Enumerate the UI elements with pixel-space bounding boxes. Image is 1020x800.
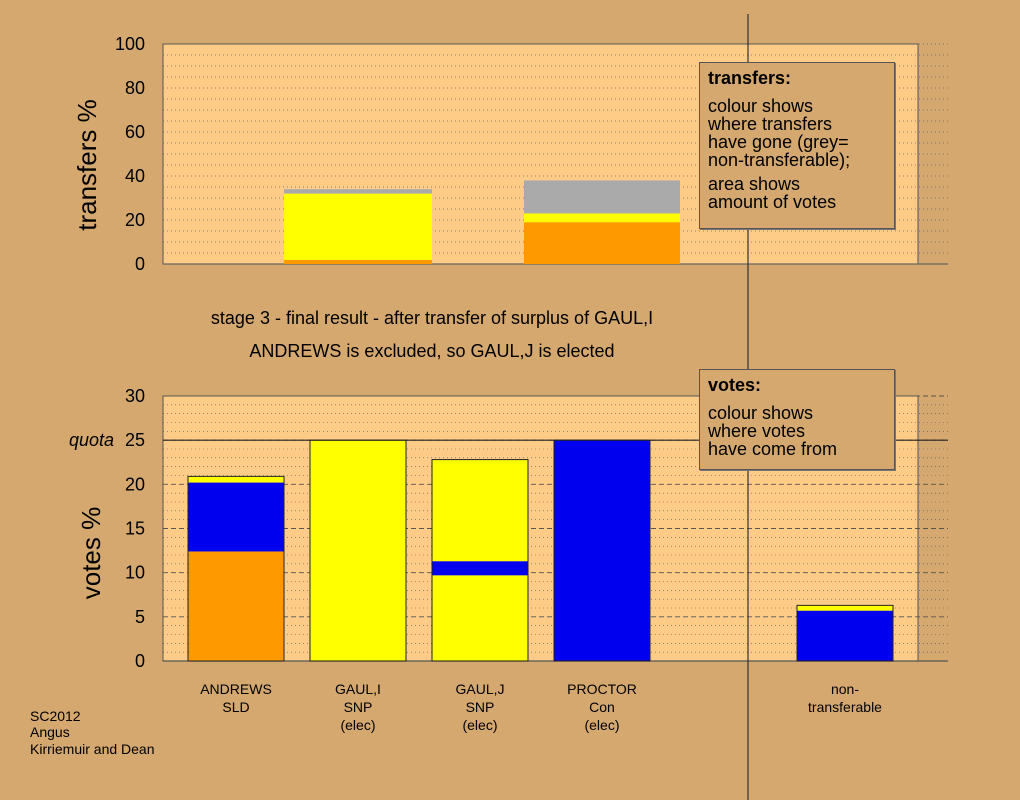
votes-category-label: (elec) [584,717,619,733]
votes-category-label: non- [831,681,859,697]
stage-message-line1: stage 3 - final result - after transfer … [211,308,653,328]
votes-category-label: (elec) [462,717,497,733]
votes-category-label: ANDREWS [200,681,272,697]
votes-bar-segment [188,476,284,483]
stage-message-line2: ANDREWS is excluded, so GAUL,J is electe… [249,341,614,361]
votes-bar-segment [188,551,284,661]
votes-category-label: SNP [344,699,373,715]
votes-category-label: PROCTOR [567,681,637,697]
votes-category-label: Con [589,699,615,715]
footer-line-2: Angus [30,724,70,740]
transfers-legend-title: transfers: [708,68,792,88]
transfers-y-axis-label: transfers % [72,99,102,231]
transfers-bar-segment [284,189,432,194]
transfers-legend-paragraph-2: area shows amount of votes [708,174,837,212]
votes-bar-outline [187,475,285,662]
votes-bar-segment [188,482,284,552]
transfers-y-tick-label: 0 [135,254,145,274]
transfers-y-tick-label: 60 [125,122,145,142]
votes-y-tick-label: 30 [125,386,145,406]
votes-category-label: SNP [466,699,495,715]
votes-bar-outline [796,604,894,662]
votes-bar-segment [310,440,406,661]
transfers-y-tick-label: 40 [125,166,145,186]
votes-legend-box: votes: colour shows where votes have com… [699,369,895,470]
votes-bars [187,439,894,662]
votes-category-label: transferable [808,699,882,715]
transfers-legend-box: transfers: colour shows where transfers … [699,62,895,229]
votes-bar-segment [432,561,528,576]
votes-bar-segment [554,440,650,661]
votes-y-tick-label: 20 [125,474,145,494]
votes-y-axis-label: votes % [76,507,106,600]
votes-legend-title: votes: [708,375,762,395]
votes-bar-segment [432,575,528,661]
transfers-y-ticks: 0 20 40 60 80 100 [115,34,145,274]
votes-category-label: GAUL,J [455,681,504,697]
transfers-bars [284,180,680,264]
quota-label: quota [69,430,114,450]
votes-bar-outline [431,459,529,662]
transfers-y-tick-label: 80 [125,78,145,98]
votes-category-label: GAUL,I [335,681,381,697]
transfers-legend-paragraph-1: colour shows where transfers have gone (… [708,96,851,170]
transfers-bar-segment [284,193,432,261]
votes-y-tick-label: 0 [135,651,145,671]
votes-bar-segment [797,610,893,661]
votes-y-tick-label: 10 [125,563,145,583]
transfers-bar-segment [524,213,680,223]
transfers-y-tick-label: 100 [115,34,145,54]
votes-y-tick-label: 5 [135,607,145,627]
footer-line-1: SC2012 [30,708,81,724]
votes-y-tick-label: 15 [125,519,145,539]
votes-y-ticks: 0 5 10 15 20 25 30 [125,386,145,671]
votes-y-tick-label: 25 [125,430,145,450]
votes-category-label: (elec) [340,717,375,733]
transfers-bar-segment [284,260,432,264]
votes-category-labels: ANDREWS SLD GAUL,I SNP (elec) GAUL,J SNP (elec)… [200,681,882,733]
votes-legend-paragraph-1: colour shows where votes have come from [708,403,838,459]
votes-bar-segment [797,605,893,611]
transfers-bar-segment [524,222,680,264]
votes-bar-segment [432,459,528,562]
transfers-bar-segment [524,180,680,214]
footer-line-3: Kirriemuir and Dean [30,741,155,757]
votes-category-label: SLD [222,699,249,715]
transfers-y-tick-label: 20 [125,210,145,230]
